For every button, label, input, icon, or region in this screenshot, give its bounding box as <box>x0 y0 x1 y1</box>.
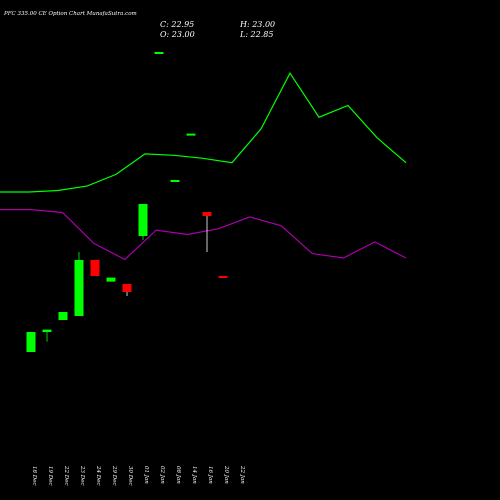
date-tick-label: 16 Jan <box>207 466 213 484</box>
date-tick-label: 24 Dec <box>95 465 101 486</box>
indicator-line-2 <box>0 209 407 261</box>
candle-body <box>74 260 84 316</box>
candle-body <box>58 312 68 320</box>
date-tick-label: 08 Jan <box>175 466 181 484</box>
candle-body <box>138 204 148 236</box>
date-tick-label: 22 Jan <box>239 465 245 484</box>
candle-body <box>218 276 228 278</box>
date-tick-label: 23 Dec <box>79 465 85 486</box>
candle-body <box>122 284 132 292</box>
date-tick-label: 19 Dec <box>47 466 53 486</box>
high-value: H: 23.00 <box>240 20 276 29</box>
low-value: L: 22.85 <box>240 30 274 39</box>
chart-title: PFC 335.00 CE Option Chart MunafaSutra.c… <box>4 11 137 17</box>
candle-body <box>186 133 196 136</box>
date-tick-label: 02 Jan <box>159 466 165 484</box>
candle-body <box>106 277 116 282</box>
candle-body <box>42 329 52 332</box>
close-value: C: 22.95 <box>160 20 195 29</box>
candle-body <box>202 212 212 216</box>
indicator-line-1 <box>0 72 407 193</box>
candle-body <box>170 180 180 182</box>
date-tick-label: 14 Jan <box>191 466 197 484</box>
candle-body <box>26 332 36 352</box>
date-tick-label: 22 Dec <box>63 465 69 486</box>
date-tick-label: 18 Dec <box>31 466 37 486</box>
open-value: O: 23.00 <box>160 30 195 39</box>
date-tick-label: 20 Jan <box>223 465 229 484</box>
date-tick-label: 29 Dec <box>111 465 117 486</box>
date-tick-label: 30 Dec <box>127 466 133 486</box>
date-tick-label: 01 Jan <box>143 466 149 484</box>
candle-body <box>90 260 100 276</box>
candle-body <box>154 52 164 54</box>
